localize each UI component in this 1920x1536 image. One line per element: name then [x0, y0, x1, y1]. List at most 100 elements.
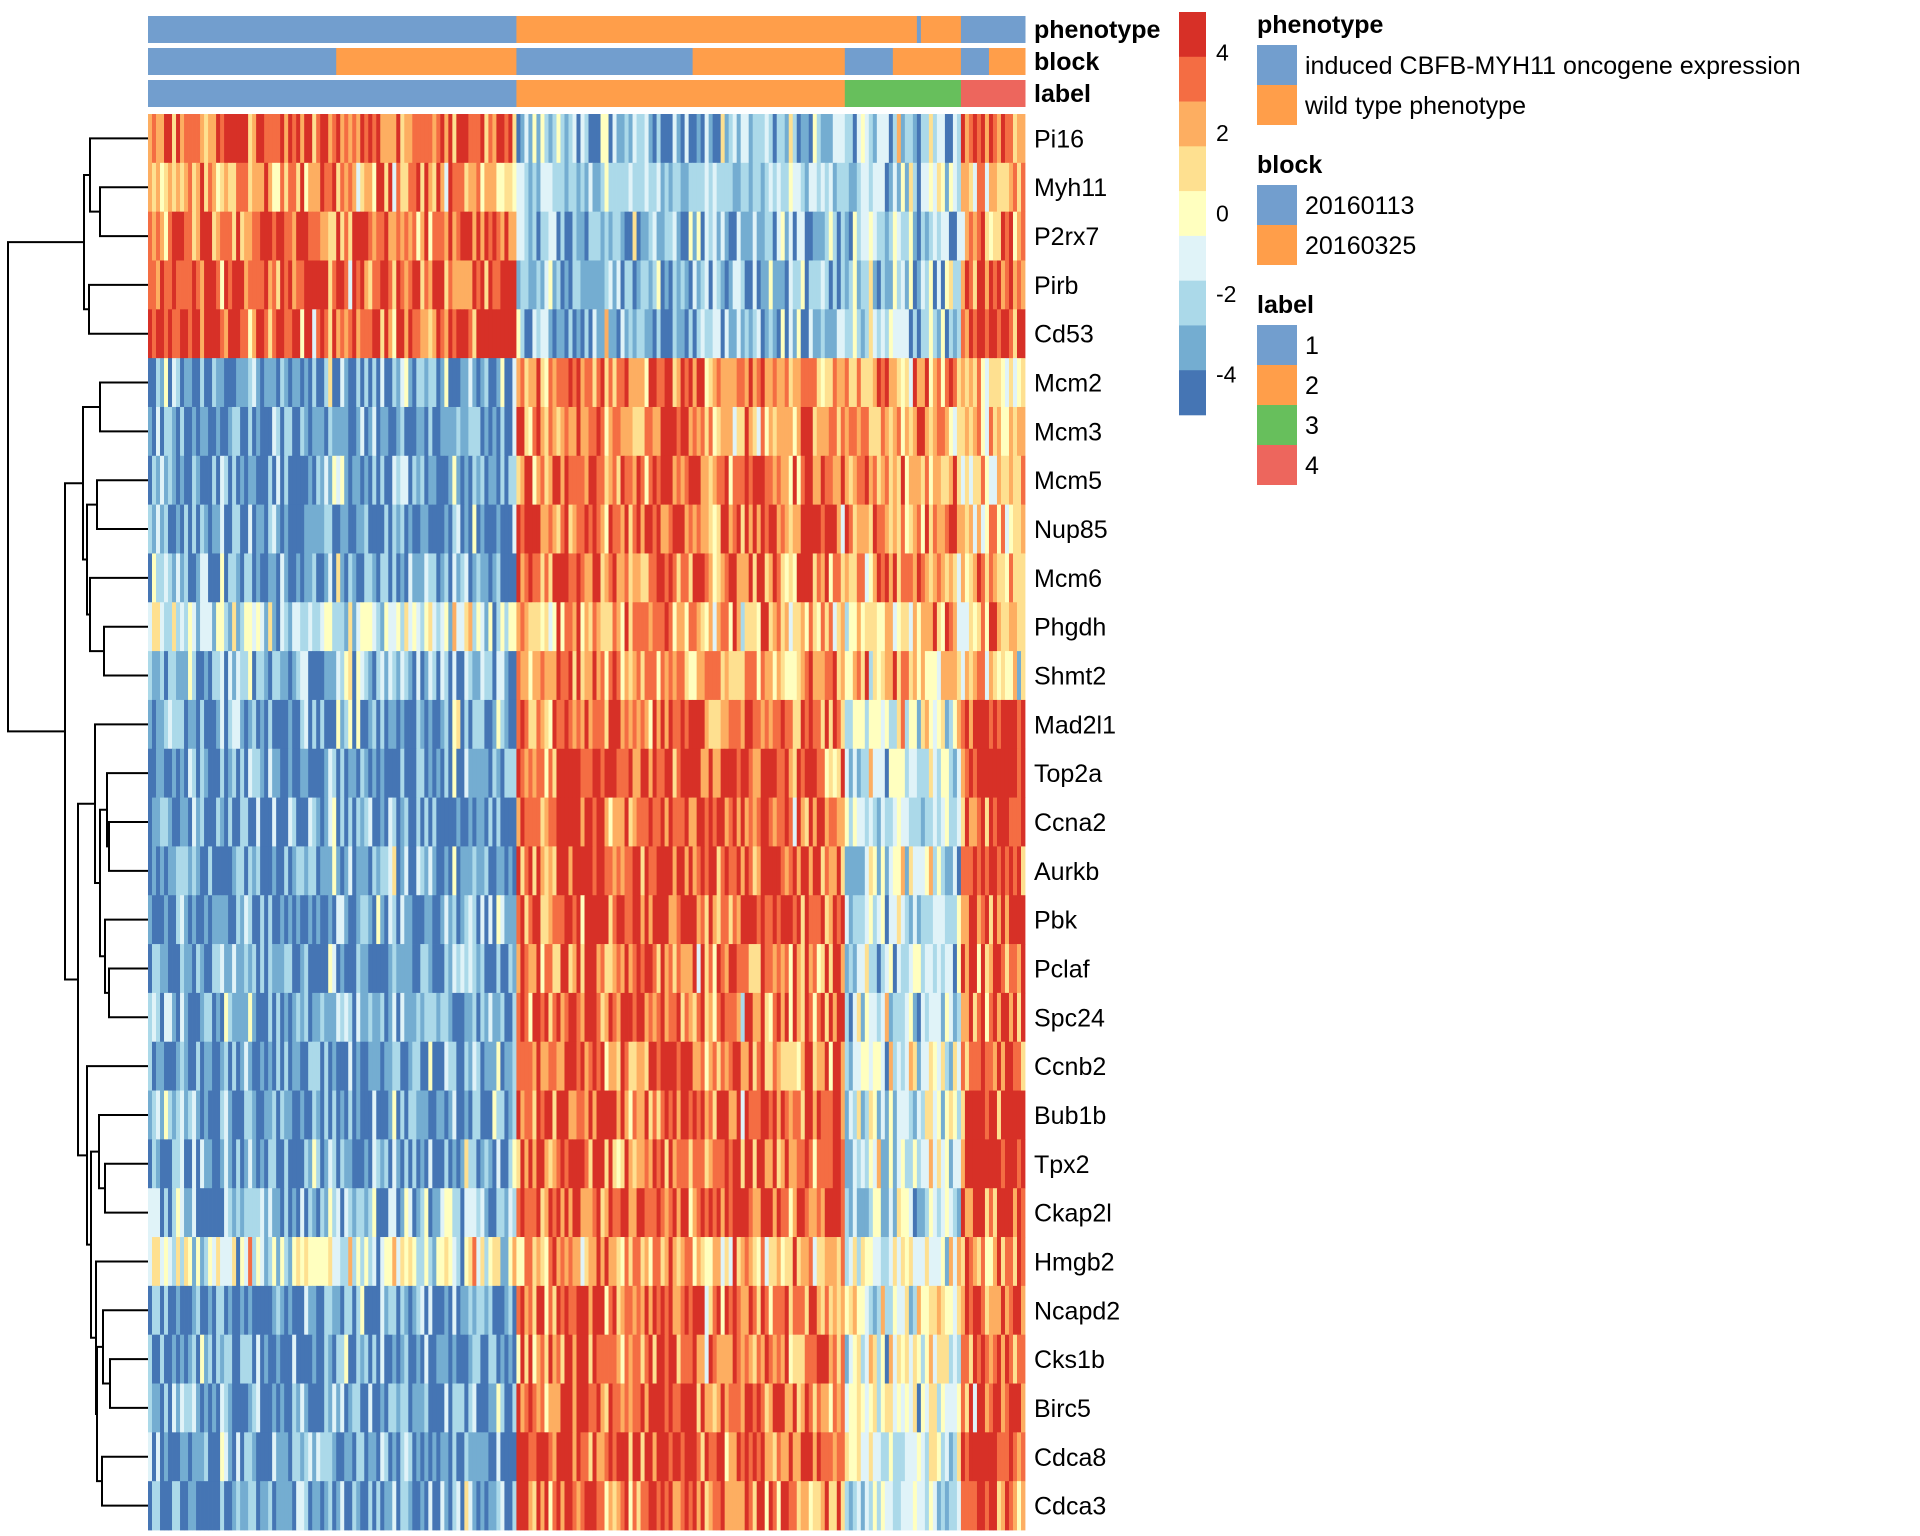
heatmap-cell	[1008, 895, 1014, 945]
heatmap-cell	[164, 602, 169, 652]
heatmap-cell	[220, 162, 225, 213]
heatmap-cell	[628, 1041, 633, 1091]
heatmap-cell	[812, 114, 818, 164]
heatmap-cell	[360, 651, 365, 701]
heatmap-cell	[444, 699, 449, 750]
heatmap-cell	[816, 358, 822, 408]
heatmap-cell	[560, 602, 565, 652]
heatmap-cell	[832, 699, 838, 750]
heatmap-cell	[624, 846, 629, 896]
heatmap-cell	[768, 504, 774, 554]
heatmap-cell	[792, 553, 798, 603]
heatmap-cell	[292, 162, 297, 213]
heatmap-cell	[996, 211, 1002, 261]
heatmap-cell	[244, 992, 249, 1043]
heatmap-cell	[764, 1090, 770, 1140]
heatmap-cell	[336, 1090, 341, 1140]
heatmap-cell	[780, 553, 786, 603]
heatmap-cell	[192, 797, 197, 847]
heatmap-cell	[412, 699, 417, 750]
heatmap-cell	[396, 358, 401, 408]
heatmap-cell	[708, 553, 714, 603]
heatmap-cell	[268, 602, 273, 652]
heatmap-cell	[616, 211, 621, 261]
heatmap-cell	[684, 944, 690, 994]
heatmap-cell	[856, 162, 862, 213]
heatmap-cell	[148, 651, 153, 701]
heatmap-cell	[264, 455, 269, 506]
heatmap-cell	[300, 602, 305, 652]
heatmap-cell	[1000, 114, 1006, 164]
heatmap-cell	[348, 1090, 353, 1140]
heatmap-cell	[532, 895, 537, 945]
heatmap-cell	[808, 1139, 814, 1189]
heatmap-cell	[520, 748, 525, 798]
heatmap-cell	[920, 699, 926, 750]
heatmap-cell	[720, 797, 726, 847]
heatmap-cell	[948, 504, 954, 554]
heatmap-cell	[648, 944, 653, 994]
heatmap-cell	[860, 309, 866, 359]
heatmap-cell	[916, 602, 922, 652]
heatmap-cell	[780, 406, 786, 457]
heatmap-cell	[216, 260, 221, 310]
heatmap-cell	[528, 504, 533, 554]
heatmap-cell	[248, 748, 253, 798]
heatmap-cell	[896, 406, 902, 457]
heatmap-cell	[492, 1090, 497, 1140]
heatmap-cell	[1016, 260, 1022, 310]
heatmap-cell	[780, 846, 786, 896]
heatmap-cell	[412, 162, 417, 213]
heatmap-cell	[944, 992, 950, 1043]
heatmap-cell	[636, 748, 641, 798]
heatmap-cell	[344, 651, 349, 701]
heatmap-cell	[636, 846, 641, 896]
heatmap-cell	[880, 1090, 886, 1140]
heatmap-cell	[840, 553, 846, 603]
heatmap-cell	[340, 1090, 345, 1140]
heatmap-cell	[252, 211, 257, 261]
heatmap-cell	[484, 992, 489, 1043]
heatmap-cell	[660, 553, 665, 603]
heatmap-cell	[344, 309, 349, 359]
heatmap-cell	[188, 602, 193, 652]
heatmap-cell	[932, 602, 938, 652]
heatmap-cell	[852, 944, 858, 994]
heatmap-cell	[904, 1041, 910, 1091]
heatmap-cell	[676, 699, 681, 750]
heatmap-cell	[840, 846, 846, 896]
heatmap-cell	[704, 797, 710, 847]
heatmap-cell	[556, 358, 561, 408]
heatmap-cell	[980, 260, 986, 310]
heatmap-cell	[692, 114, 698, 164]
heatmap-cell	[268, 211, 273, 261]
heatmap-cell	[976, 895, 982, 945]
heatmap-cell	[892, 358, 898, 408]
heatmap-cell	[560, 1139, 565, 1189]
heatmap-cell	[552, 895, 557, 945]
heatmap-cell	[436, 211, 441, 261]
heatmap-cell	[204, 211, 209, 261]
heatmap-cell	[796, 797, 802, 847]
heatmap-cell	[552, 797, 557, 847]
heatmap-cell	[644, 895, 649, 945]
heatmap-cell	[404, 846, 409, 896]
heatmap-cell	[768, 944, 774, 994]
heatmap-cell	[660, 1139, 665, 1189]
heatmap-cell	[752, 260, 758, 310]
heatmap-cell	[896, 358, 902, 408]
heatmap-cell	[952, 114, 958, 164]
heatmap-cell	[624, 602, 629, 652]
heatmap-cell	[176, 699, 181, 750]
heatmap-cell	[460, 114, 465, 164]
heatmap-cell	[476, 651, 481, 701]
heatmap-cell	[860, 211, 866, 261]
heatmap-cell	[468, 309, 473, 359]
heatmap-cell	[544, 602, 549, 652]
heatmap-cell	[392, 992, 397, 1043]
heatmap-cell	[936, 211, 942, 261]
heatmap-cell	[968, 651, 974, 701]
heatmap-cell	[360, 1139, 365, 1189]
heatmap-cell	[520, 651, 525, 701]
heatmap-cell	[724, 114, 730, 164]
